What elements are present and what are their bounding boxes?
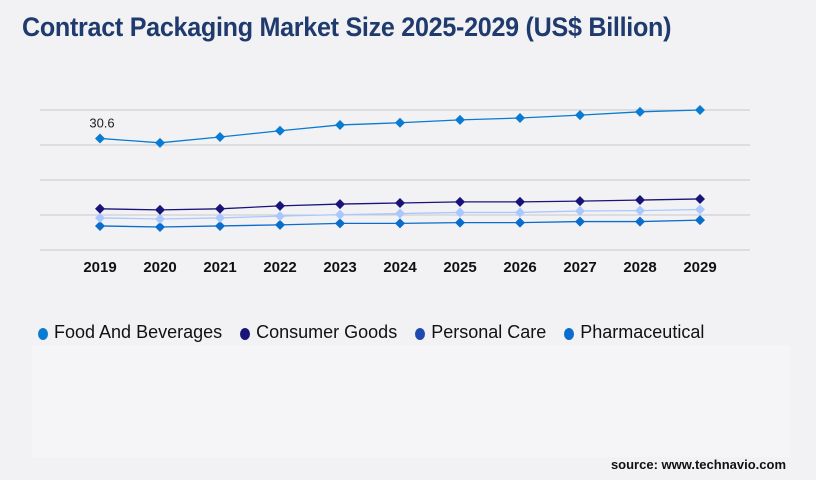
legend-item: Pharmaceutical — [564, 322, 704, 343]
data-point — [695, 215, 705, 226]
data-point — [335, 218, 345, 229]
legend-label: Consumer Goods — [256, 322, 398, 342]
x-tick-label: 2021 — [203, 259, 236, 276]
data-point — [335, 119, 345, 130]
legend-marker-icon — [415, 328, 426, 340]
data-point — [215, 212, 225, 223]
data-point — [275, 125, 285, 136]
legend-item: Consumer Goods — [240, 322, 397, 343]
legend-marker-icon — [38, 328, 48, 340]
x-tick-label: 2023 — [323, 259, 356, 276]
legend-panel — [32, 345, 790, 457]
data-point — [515, 207, 525, 218]
data-point — [95, 220, 105, 231]
x-tick-label: 2024 — [383, 259, 417, 276]
x-tick-label: 2022 — [263, 259, 296, 276]
x-tick-label: 2019 — [83, 259, 116, 276]
data-point — [95, 212, 105, 223]
data-point — [575, 110, 585, 121]
data-point — [275, 211, 285, 222]
data-point — [155, 137, 165, 148]
data-label: 30.6 — [89, 115, 114, 130]
x-tick-label: 2026 — [503, 259, 536, 276]
legend-item: Personal Care — [415, 322, 546, 343]
x-tick-label: 2029 — [683, 259, 716, 276]
data-point — [575, 196, 585, 207]
legend-label: Personal Care — [431, 322, 547, 342]
legend-marker-icon — [564, 328, 575, 340]
data-point — [455, 114, 465, 125]
data-point — [215, 220, 225, 231]
data-point — [95, 203, 105, 214]
chart-title: Contract Packaging Market Size 2025-2029… — [22, 12, 672, 42]
data-point — [335, 199, 345, 210]
data-point — [155, 204, 165, 215]
legend: Food And Beverages Consumer Goods Personal… — [38, 322, 704, 343]
data-point — [515, 196, 525, 207]
data-point — [635, 205, 645, 216]
data-point — [575, 205, 585, 216]
legend-item: Food And Beverages — [38, 322, 222, 343]
x-tick-label: 2028 — [623, 259, 656, 276]
data-point — [695, 193, 705, 204]
line-chart: 2019 2020 2021 2022 2023 2024 2025 2026 2027 2028… — [40, 105, 750, 276]
data-point — [275, 200, 285, 211]
data-point — [635, 106, 645, 117]
legend-marker-icon — [240, 328, 251, 340]
data-point — [155, 214, 165, 225]
data-point — [395, 197, 405, 208]
x-tick-label: 2025 — [443, 259, 476, 276]
data-point — [275, 219, 285, 230]
x-tick-label: 2020 — [143, 259, 176, 276]
data-point — [155, 222, 165, 233]
data-point — [635, 216, 645, 227]
data-point — [395, 117, 405, 128]
data-point — [455, 196, 465, 207]
data-point — [335, 209, 345, 220]
data-point — [575, 216, 585, 227]
data-point — [395, 218, 405, 229]
data-point — [695, 204, 705, 215]
source-note: source: www.technavio.com — [610, 457, 786, 472]
data-point — [215, 131, 225, 142]
data-point — [215, 203, 225, 214]
data-point — [515, 217, 525, 228]
data-point — [455, 207, 465, 218]
x-tick-label: 2027 — [563, 259, 596, 276]
data-point — [455, 217, 465, 228]
data-point — [515, 113, 525, 124]
legend-label: Food And Beverages — [54, 322, 223, 342]
data-point — [695, 105, 705, 115]
data-point — [395, 208, 405, 219]
legend-label: Pharmaceutical — [580, 322, 705, 342]
data-point — [95, 133, 105, 144]
data-point — [635, 195, 645, 206]
